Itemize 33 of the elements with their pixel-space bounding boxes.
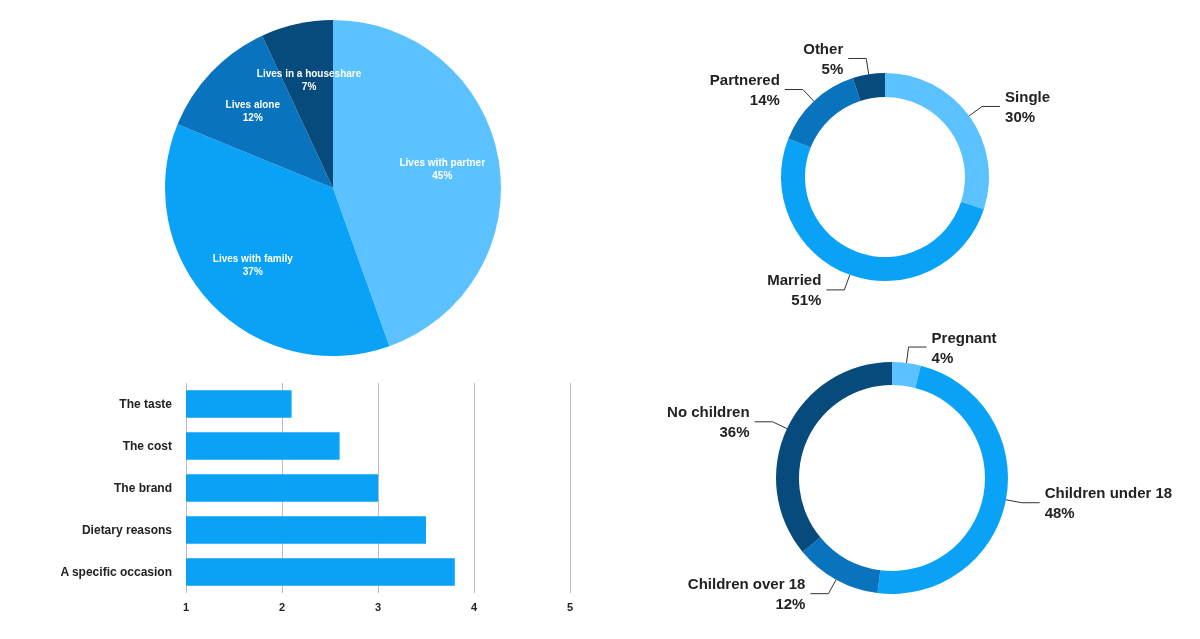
slice-label: Partnered [709,71,780,89]
data-label: 4% [931,348,954,366]
slice-label: Lives alone [225,99,281,111]
x-tick-label: 4 [470,600,478,613]
slice-label: Other [803,39,844,57]
data-label: 30% [1005,107,1036,125]
y-tick-label: The cost [122,439,172,453]
slice-label: Children over 18 [687,575,806,593]
slice-label: Pregnant [931,328,997,346]
slice-label: No children [667,403,750,421]
data-label: 37% [242,265,263,277]
slice-label: Single [1005,87,1051,105]
data-label: 12% [775,595,806,613]
y-tick-label: Dietary reasons [81,523,173,537]
data-label: 7% [301,80,317,92]
data-label: 45% [432,170,453,182]
data-label: 51% [791,291,822,309]
y-tick-label: The brand [113,481,172,495]
data-label: 5% [821,59,844,77]
data-label: 12% [242,112,263,124]
x-tick-label: 5 [566,600,574,613]
x-tick-label: 2 [278,600,286,613]
y-tick-label: A specific occasion [60,565,172,579]
y-tick-label: The taste [119,397,173,411]
slice-label: Married [767,271,822,289]
x-tick-label: 3 [374,600,382,613]
x-tick-label: 1 [182,600,190,613]
slice-label: Lives with partner [399,157,486,169]
data-label: 48% [1044,504,1075,522]
slice-label: Lives with family [212,252,294,264]
data-label: 36% [719,423,750,441]
data-label: 14% [749,91,780,109]
slice-label: Children under 18 [1044,484,1173,502]
